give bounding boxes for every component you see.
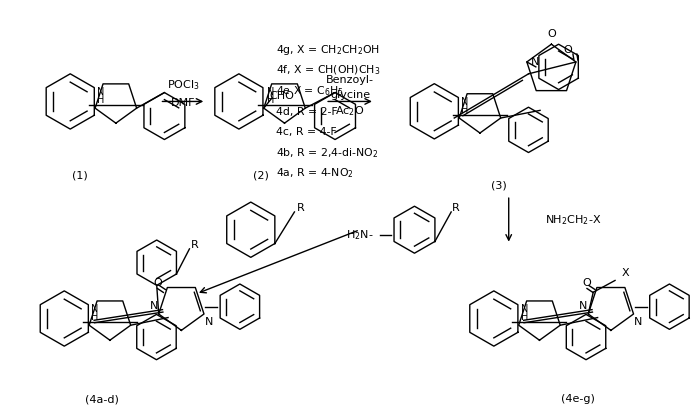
Text: Benzoyl-: Benzoyl- (326, 75, 374, 85)
Text: 4b, R = 2,4-di-NO$_2$: 4b, R = 2,4-di-NO$_2$ (276, 146, 378, 160)
Text: N: N (530, 57, 539, 67)
Text: 4e X = C$_6$H$_5$: 4e X = C$_6$H$_5$ (276, 84, 344, 98)
Text: O: O (583, 278, 591, 288)
Text: R: R (297, 203, 304, 213)
Text: N: N (267, 87, 274, 97)
Text: H: H (97, 95, 105, 105)
Text: 4c, R = 4-F: 4c, R = 4-F (276, 127, 337, 137)
Text: NH$_2$CH$_2$-X: NH$_2$CH$_2$-X (545, 213, 602, 227)
Text: N: N (461, 97, 469, 107)
Text: 4d, R = 2-F: 4d, R = 2-F (276, 107, 338, 117)
Text: (4e-g): (4e-g) (561, 394, 595, 404)
Text: POCl$_3$: POCl$_3$ (167, 78, 200, 92)
Text: H: H (91, 312, 99, 322)
Text: CHO: CHO (269, 91, 294, 101)
Text: Ac$_2$O: Ac$_2$O (335, 104, 364, 118)
Text: N: N (579, 301, 588, 311)
Text: N: N (97, 87, 105, 97)
Text: N: N (205, 317, 213, 327)
Text: R: R (191, 240, 198, 250)
Text: (3): (3) (491, 180, 507, 190)
Text: H$_2$N-: H$_2$N- (346, 228, 373, 241)
Text: O: O (563, 45, 572, 55)
Text: O: O (153, 278, 162, 288)
Text: N: N (634, 317, 643, 327)
Text: (4a-d): (4a-d) (85, 394, 119, 404)
Text: (2): (2) (253, 171, 269, 181)
Text: DMF: DMF (171, 98, 195, 108)
Text: N: N (91, 304, 99, 314)
Text: R: R (452, 203, 460, 213)
Text: (1): (1) (73, 171, 88, 181)
Text: H: H (521, 312, 528, 322)
Text: 4a, R = 4-NO$_2$: 4a, R = 4-NO$_2$ (276, 167, 354, 181)
Text: 4g, X = CH$_2$CH$_2$OH: 4g, X = CH$_2$CH$_2$OH (276, 43, 380, 57)
Text: H: H (267, 95, 274, 105)
Text: N: N (521, 304, 528, 314)
Text: X: X (622, 268, 630, 278)
Text: 4f, X = CH(OH)CH$_3$: 4f, X = CH(OH)CH$_3$ (276, 64, 380, 78)
Text: H: H (461, 105, 469, 115)
Text: O: O (547, 29, 556, 39)
Text: N: N (149, 301, 158, 311)
Text: glycine: glycine (330, 90, 370, 100)
